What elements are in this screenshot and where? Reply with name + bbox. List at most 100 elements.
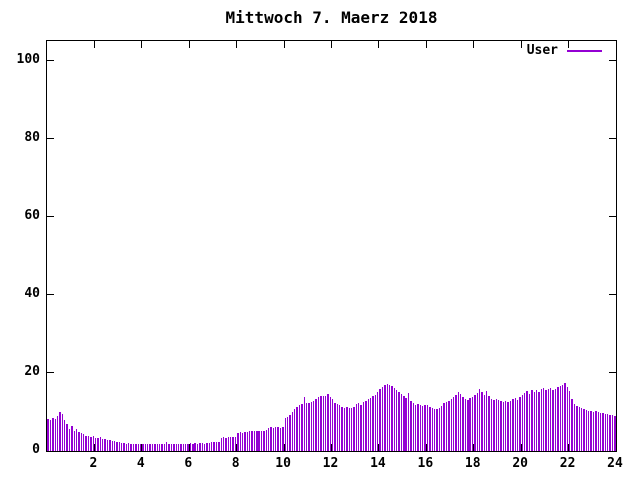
axis-tick [283, 41, 285, 48]
bar [90, 437, 92, 451]
bar [192, 443, 194, 451]
axis-tick [609, 60, 616, 62]
bar [353, 406, 355, 451]
axis-tick [141, 41, 143, 48]
bar [377, 391, 379, 451]
bar [83, 434, 85, 451]
axis-tick [47, 138, 54, 140]
bar [481, 392, 483, 451]
bar [564, 382, 566, 451]
bar [296, 407, 298, 451]
bar [474, 395, 476, 451]
bar [476, 393, 478, 451]
bar [184, 443, 187, 451]
bar [609, 414, 611, 451]
bar [47, 418, 49, 451]
bar [384, 385, 386, 451]
bar [305, 403, 308, 451]
bar [521, 395, 524, 451]
axis-tick [425, 41, 427, 48]
bar [234, 436, 237, 451]
bar [547, 388, 550, 451]
bar [611, 415, 614, 451]
bar [571, 399, 573, 451]
bar [528, 393, 531, 451]
bar [460, 394, 462, 451]
axis-tick [609, 372, 616, 374]
bar [578, 407, 580, 451]
axis-tick [615, 444, 617, 451]
bar [75, 429, 78, 451]
bar [592, 411, 595, 451]
legend-line-sample [567, 50, 602, 52]
bar [244, 431, 246, 451]
bar [497, 400, 500, 451]
bar [372, 396, 374, 451]
bar [569, 390, 571, 451]
axis-tick [615, 41, 617, 48]
bar [173, 443, 175, 451]
bar [218, 442, 220, 451]
bar [85, 435, 87, 451]
bar [516, 399, 519, 451]
bar [369, 397, 372, 451]
axis-tick [47, 294, 54, 296]
bar [450, 398, 452, 451]
bars-layer [47, 41, 616, 451]
bar [220, 438, 222, 451]
bar [187, 443, 189, 451]
ticks-layer [47, 41, 617, 452]
bar [545, 390, 547, 451]
bar [222, 437, 225, 451]
bar [225, 437, 227, 451]
axis-tick [141, 444, 143, 451]
bar [277, 427, 279, 451]
bar [388, 385, 391, 451]
y-tick-label: 20 [24, 363, 40, 379]
axis-tick [568, 41, 570, 48]
axis-tick [236, 41, 238, 48]
bar [419, 404, 422, 451]
bar [102, 438, 104, 451]
x-tick-label: 8 [231, 456, 240, 471]
bar [317, 396, 320, 451]
axis-tick [473, 41, 475, 48]
bar [104, 439, 106, 451]
bar [538, 391, 540, 451]
bar [597, 411, 599, 451]
bar [576, 406, 578, 451]
bar [49, 419, 52, 451]
bar [289, 414, 291, 451]
bar [324, 395, 327, 451]
bar [237, 433, 239, 451]
bar [275, 426, 277, 451]
bar [260, 430, 263, 451]
bar [486, 391, 488, 451]
bar [265, 430, 267, 451]
bar [455, 395, 457, 451]
bar [350, 407, 353, 451]
bar [590, 411, 592, 451]
bar [128, 443, 130, 451]
bar [313, 400, 315, 451]
bar [61, 413, 64, 451]
bar [431, 408, 433, 451]
y-tick-label: 40 [24, 285, 40, 301]
bar [339, 404, 341, 451]
bar [341, 407, 343, 451]
axis-tick [47, 216, 54, 218]
bar [206, 443, 208, 451]
bar [374, 394, 377, 451]
axis-tick [47, 60, 54, 62]
bar [526, 391, 528, 451]
bar [580, 408, 583, 451]
bar [301, 403, 303, 451]
bar [417, 403, 419, 451]
bar [163, 443, 166, 451]
bar [391, 386, 393, 451]
bar [360, 404, 362, 451]
bar [315, 399, 317, 451]
bar [393, 387, 396, 451]
axis-tick [331, 41, 332, 48]
